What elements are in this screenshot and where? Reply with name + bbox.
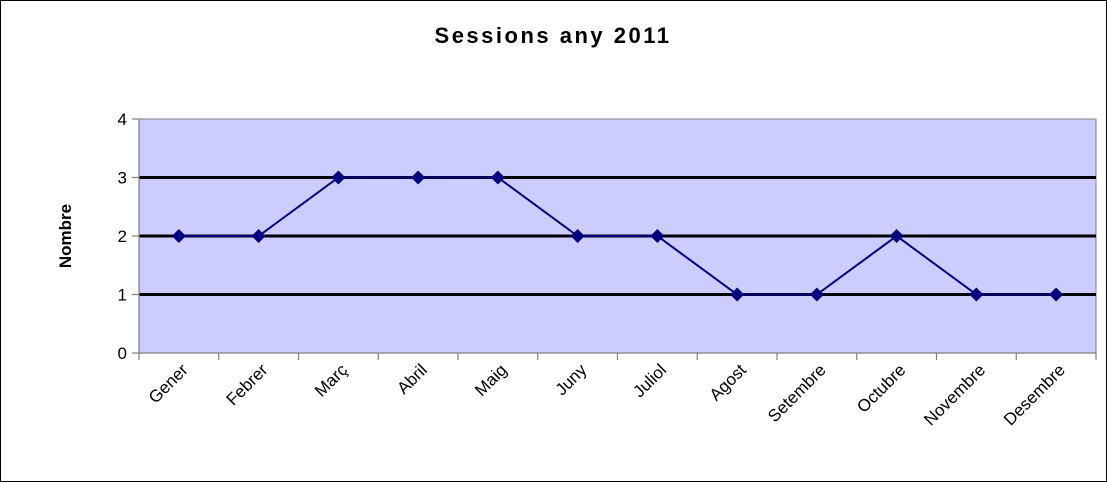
y-tick-label-3: 3 [118, 169, 127, 188]
data-point-febrer [251, 229, 266, 243]
chart-title: Sessions any 2011 [435, 23, 672, 48]
x-tick-label-març: Març [311, 360, 352, 401]
data-point-gener [171, 229, 186, 243]
x-tick-label-gener: Gener [145, 360, 192, 407]
x-tick-label-agost: Agost [706, 360, 750, 404]
y-tick-label-1: 1 [118, 286, 127, 305]
x-tick-label-maig: Maig [471, 360, 510, 399]
data-point-novembre [969, 287, 984, 302]
data-point-agost [730, 287, 745, 302]
data-point-setembre [809, 287, 824, 302]
x-tick-label-febrer: Febrer [223, 360, 272, 409]
x-tick-label-desembre: Desembre [1000, 360, 1069, 429]
y-tick-labels: 0 1 2 3 4 [118, 110, 127, 363]
data-point-juliol [650, 229, 665, 243]
series-line-0 [178, 176, 1057, 296]
series [171, 170, 1064, 302]
data-point-abril [411, 170, 426, 185]
x-tick-label-setembre: Setembre [764, 360, 830, 426]
x-tick-labels: Gener Febrer Març Abril Maig Juny Juliol Agost S… [145, 360, 1069, 429]
x-tick-label-novembre: Novembre [920, 360, 989, 429]
y-tick-label-2: 2 [118, 227, 127, 246]
y-tick-label-0: 0 [118, 344, 127, 363]
data-point-desembre [1049, 287, 1064, 302]
data-point-maig [490, 170, 505, 185]
y-axis-label: Nombre [56, 204, 75, 268]
data-point-juny [570, 229, 585, 243]
x-tick-label-octubre: Octubre [853, 360, 909, 416]
data-point-març [331, 170, 346, 185]
data-point-octubre [889, 229, 904, 243]
x-tick-label-abril: Abril [393, 360, 430, 397]
y-tick-label-4: 4 [118, 110, 127, 129]
x-tick-label-juliol: Juliol [629, 360, 670, 401]
x-tick-label-juny: Juny [552, 360, 591, 399]
axes [132, 118, 1097, 360]
